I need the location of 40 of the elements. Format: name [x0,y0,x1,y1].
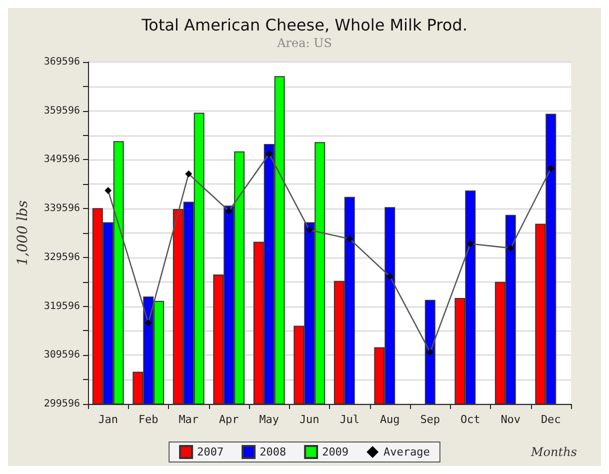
point [386,272,394,280]
x-tick-label: Nov [500,413,521,426]
x-tick-label: May [259,413,280,426]
x-tick-label: Apr [218,413,240,426]
point [266,150,273,158]
y-tick-label: 309596 [44,350,80,361]
x-tick-label: Jun [299,413,320,426]
y-tick-label: 329596 [44,252,80,263]
y-tick-label: 369596 [44,56,80,68]
chart-title: Total American Cheese, Whole Milk Prod. [140,16,468,34]
point [306,226,313,234]
x-tick-label: Mar [178,413,199,426]
x-tick-label: Jan [98,413,118,426]
x-tick-label: Dec [540,413,561,426]
legend-label: Average [384,446,430,458]
x-tick-label: Aug [380,413,400,426]
chart-subtitle: Area: US [276,36,332,50]
x-axis-title: Months [530,445,577,459]
point [346,235,354,242]
y-tick-label: 339596 [44,203,80,214]
y-tick-label: 299596 [44,398,80,410]
legend-label: 2008 [260,446,286,458]
point [426,348,434,356]
point [547,164,554,172]
point [507,244,514,252]
y-tick-label: 359596 [44,105,80,116]
y-axis-title: 1,000 lbs [15,200,31,266]
y-tick-label: 349596 [44,154,80,166]
legend-label: 2007 [197,446,224,458]
x-tick-label: Jul [340,413,360,426]
x-tick-label: Sep [420,413,440,426]
point [104,186,112,194]
point [225,207,232,214]
x-tick-label: Feb [138,413,158,426]
x-tick-label: Oct [460,413,480,426]
legend-label: 2009 [322,446,349,458]
point [185,170,192,178]
point [144,319,152,326]
point [466,240,474,248]
y-tick-label: 319596 [44,300,80,312]
